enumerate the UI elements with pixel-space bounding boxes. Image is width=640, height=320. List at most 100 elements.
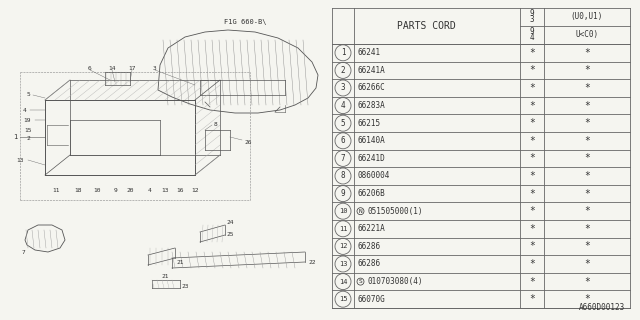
- Text: 010703080(4): 010703080(4): [368, 277, 424, 286]
- Text: 66286: 66286: [357, 242, 380, 251]
- Text: *: *: [529, 241, 535, 252]
- Text: 25: 25: [227, 231, 234, 236]
- Text: 21: 21: [176, 260, 184, 265]
- Text: *: *: [529, 188, 535, 199]
- Text: *: *: [584, 83, 590, 93]
- Text: *: *: [584, 294, 590, 304]
- Text: 6: 6: [88, 66, 92, 70]
- Text: 12: 12: [339, 244, 348, 249]
- Text: *: *: [584, 100, 590, 111]
- Text: 1: 1: [340, 48, 346, 57]
- Text: 2: 2: [340, 66, 346, 75]
- Text: U<C0): U<C0): [575, 30, 598, 39]
- Text: 9: 9: [530, 10, 534, 19]
- Text: 11: 11: [339, 226, 348, 232]
- Text: 23: 23: [181, 284, 189, 290]
- Text: 66283A: 66283A: [357, 101, 385, 110]
- Text: 66215: 66215: [357, 119, 380, 128]
- Text: 11: 11: [52, 188, 60, 193]
- Text: 15: 15: [339, 296, 348, 302]
- Text: *: *: [584, 224, 590, 234]
- Text: N: N: [358, 209, 362, 214]
- Text: 24: 24: [227, 220, 234, 226]
- Text: *: *: [584, 136, 590, 146]
- Text: *: *: [529, 153, 535, 164]
- Text: *: *: [584, 171, 590, 181]
- Text: *: *: [529, 294, 535, 304]
- Text: 15: 15: [24, 127, 32, 132]
- Text: 14: 14: [339, 279, 348, 284]
- Text: 4: 4: [530, 34, 534, 43]
- Text: *: *: [529, 48, 535, 58]
- Text: 19: 19: [23, 117, 31, 123]
- Text: *: *: [584, 48, 590, 58]
- Text: 7: 7: [21, 251, 25, 255]
- Text: *: *: [529, 83, 535, 93]
- Text: 9: 9: [113, 188, 117, 193]
- Text: 10: 10: [93, 188, 100, 193]
- Text: 9: 9: [340, 189, 346, 198]
- Text: 18: 18: [74, 188, 82, 193]
- Text: *: *: [529, 100, 535, 111]
- Text: 10: 10: [339, 208, 348, 214]
- Text: 66241: 66241: [357, 48, 380, 57]
- Text: 66241D: 66241D: [357, 154, 385, 163]
- Text: A660D00123: A660D00123: [579, 303, 625, 312]
- Text: 66070G: 66070G: [357, 295, 385, 304]
- Text: *: *: [584, 153, 590, 164]
- Text: 13: 13: [339, 261, 348, 267]
- Text: 13: 13: [161, 188, 169, 193]
- Text: 6: 6: [340, 136, 346, 145]
- Text: 051505000(1): 051505000(1): [368, 207, 424, 216]
- Text: *: *: [529, 276, 535, 287]
- Text: *: *: [584, 276, 590, 287]
- Text: 3: 3: [153, 66, 157, 70]
- Text: *: *: [584, 65, 590, 76]
- Text: (U0,U1): (U0,U1): [571, 12, 603, 21]
- Text: 2: 2: [26, 135, 30, 140]
- Text: 66241A: 66241A: [357, 66, 385, 75]
- Text: 3: 3: [340, 84, 346, 92]
- Text: 8: 8: [213, 123, 217, 127]
- Text: 17: 17: [128, 66, 136, 70]
- Text: *: *: [529, 65, 535, 76]
- Text: 4: 4: [148, 188, 152, 193]
- Text: 1: 1: [13, 134, 17, 140]
- Text: 7: 7: [340, 154, 346, 163]
- Text: 66221A: 66221A: [357, 224, 385, 233]
- Text: PARTS CORD: PARTS CORD: [397, 21, 456, 31]
- Text: 66206B: 66206B: [357, 189, 385, 198]
- Text: F1G 660-B\: F1G 660-B\: [224, 19, 266, 25]
- Text: *: *: [584, 118, 590, 128]
- Text: 16: 16: [176, 188, 184, 193]
- Text: 66266C: 66266C: [357, 84, 385, 92]
- Text: 0860004: 0860004: [357, 172, 389, 180]
- Text: *: *: [529, 118, 535, 128]
- Text: *: *: [529, 224, 535, 234]
- Text: *: *: [529, 136, 535, 146]
- Text: 66140A: 66140A: [357, 136, 385, 145]
- Text: *: *: [584, 241, 590, 252]
- Text: 12: 12: [191, 188, 199, 193]
- Text: *: *: [584, 188, 590, 199]
- Text: 66286: 66286: [357, 260, 380, 268]
- Text: 13: 13: [16, 157, 24, 163]
- Text: 4: 4: [340, 101, 346, 110]
- Text: 4: 4: [23, 108, 27, 113]
- Text: *: *: [584, 259, 590, 269]
- Text: 14: 14: [108, 66, 116, 70]
- Text: 26: 26: [244, 140, 252, 145]
- Text: 5: 5: [340, 119, 346, 128]
- Text: 20: 20: [126, 188, 134, 193]
- Text: 8: 8: [340, 172, 346, 180]
- Text: 3: 3: [530, 15, 534, 25]
- Text: *: *: [529, 171, 535, 181]
- Text: *: *: [584, 206, 590, 216]
- Text: 22: 22: [308, 260, 316, 265]
- Text: 9: 9: [530, 28, 534, 36]
- Text: 5: 5: [26, 92, 30, 98]
- Text: *: *: [529, 206, 535, 216]
- Text: S: S: [358, 279, 362, 284]
- Text: *: *: [529, 259, 535, 269]
- Text: 21: 21: [161, 274, 169, 278]
